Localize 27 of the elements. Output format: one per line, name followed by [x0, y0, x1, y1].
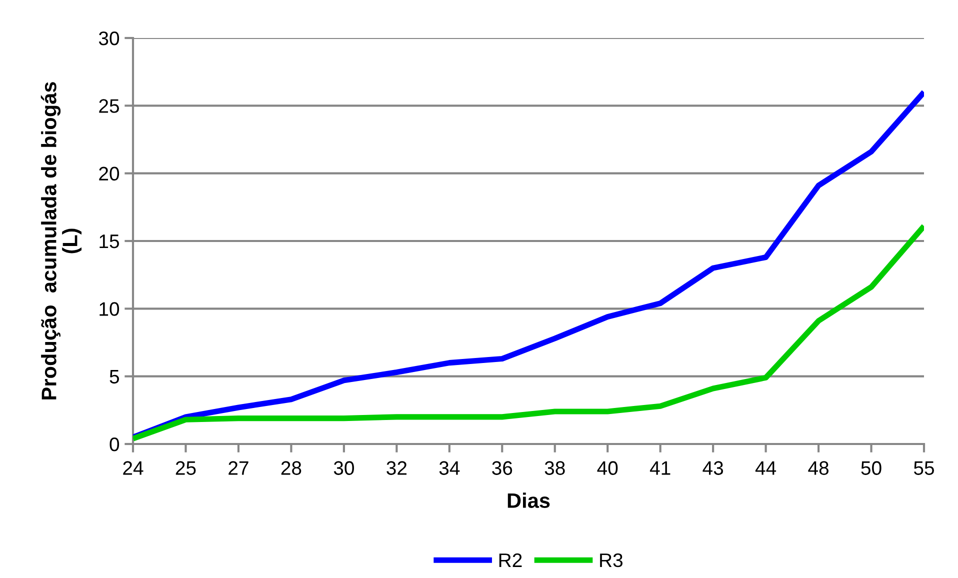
x-tick-label: 25: [176, 461, 196, 475]
x-tick-label: 30: [334, 461, 354, 475]
x-tick-label: 44: [755, 461, 776, 475]
x-tick-label: 41: [650, 461, 670, 475]
x-axis-title: Dias: [508, 492, 550, 508]
y-tick-label: 10: [100, 302, 120, 316]
x-tick-label: 34: [439, 461, 460, 475]
y-tick-label: 30: [98, 31, 120, 46]
y-axis-title: Produção acumulada de biogás (L): [40, 82, 82, 400]
y-tick-label: 15: [100, 234, 119, 248]
legend-label: R3: [600, 553, 622, 568]
x-tick-label: 48: [808, 461, 829, 475]
x-tick-label: 32: [386, 461, 407, 475]
x-tick-label: 27: [228, 461, 248, 475]
x-tick-label: 43: [702, 461, 724, 475]
y-tick-label: 25: [99, 99, 119, 113]
x-tick-label: 24: [123, 461, 144, 475]
y-tick-label: 5: [110, 370, 119, 384]
x-tick-label: 40: [597, 461, 618, 475]
y-tick-label: 0: [110, 437, 120, 452]
x-tick-label: 28: [281, 461, 302, 475]
x-tick-label: 38: [544, 461, 565, 475]
y-tick-label: 20: [99, 166, 120, 181]
legend-label: R2: [499, 553, 522, 567]
x-tick-label: 50: [861, 461, 882, 475]
x-tick-label: 55: [914, 461, 934, 475]
x-tick-label: 36: [492, 461, 512, 475]
